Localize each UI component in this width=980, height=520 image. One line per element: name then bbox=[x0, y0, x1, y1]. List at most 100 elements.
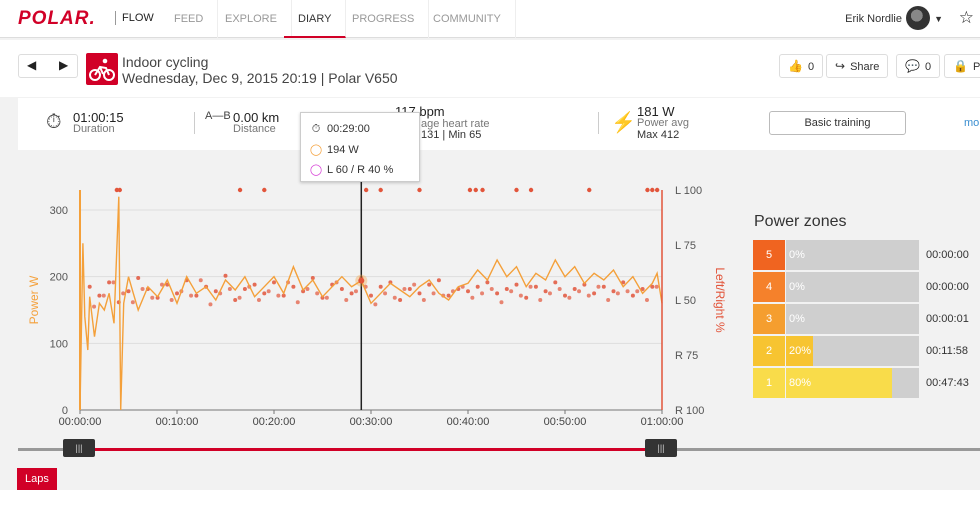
distance-icon: A—B bbox=[205, 110, 231, 122]
x-tick-label: 01:00:00 bbox=[641, 416, 684, 428]
balance-point bbox=[475, 284, 480, 289]
user-name[interactable]: Erik Nordlie bbox=[845, 13, 902, 25]
nav-feed[interactable]: FEED bbox=[160, 0, 219, 38]
timeline-slider[interactable]: ||| ||| bbox=[18, 439, 980, 457]
balance-point bbox=[301, 289, 306, 294]
balance-point bbox=[281, 293, 286, 298]
balance-point bbox=[378, 284, 383, 289]
balance-point bbox=[630, 293, 635, 298]
balance-point bbox=[276, 293, 281, 298]
laps-tab[interactable]: Laps bbox=[17, 468, 57, 490]
y-right-tick-label: L 100 bbox=[675, 185, 702, 197]
chevron-down-icon[interactable]: ▼ bbox=[934, 14, 943, 24]
balance-point bbox=[596, 284, 601, 289]
zone-bar bbox=[786, 368, 919, 398]
balance-point bbox=[528, 284, 533, 289]
balance-point bbox=[407, 287, 412, 291]
balance-point bbox=[107, 280, 112, 285]
balance-point bbox=[101, 293, 106, 298]
summary-stats: ⏱ 01:00:15 Duration A—B 0.00 km Distance… bbox=[18, 98, 980, 150]
zone-time: 00:00:00 bbox=[926, 249, 969, 261]
nav-diary[interactable]: DIARY bbox=[284, 0, 347, 38]
zone-number: 5 bbox=[753, 240, 785, 270]
zone-percent: 0% bbox=[789, 313, 805, 325]
y-right-tick-label: R 100 bbox=[675, 405, 704, 417]
share-button[interactable]: ↪ Share bbox=[826, 54, 889, 78]
session-pager: ◀ ▶ bbox=[18, 54, 78, 78]
heart-rate-minmax: 131 | Min 65 bbox=[421, 129, 482, 141]
balance-outlier bbox=[378, 187, 383, 193]
power-zone-row: 1 80% 00:47:43 bbox=[753, 368, 980, 398]
tooltip-balance: L 60 / R 40 % bbox=[327, 164, 394, 176]
balance-point bbox=[499, 300, 504, 305]
balance-point bbox=[606, 298, 611, 302]
zone-percent: 0% bbox=[789, 281, 805, 293]
balance-dot-icon: ◯ bbox=[309, 164, 323, 176]
balance-point bbox=[567, 295, 572, 300]
cycling-icon bbox=[86, 53, 118, 85]
balance-point bbox=[189, 293, 194, 298]
balance-point bbox=[485, 280, 490, 285]
balance-point bbox=[121, 291, 126, 296]
balance-outlier bbox=[480, 187, 485, 193]
balance-point bbox=[470, 295, 475, 300]
balance-point bbox=[208, 302, 213, 307]
privacy-button[interactable]: 🔒Pr bbox=[944, 54, 980, 78]
zone-percent: 20% bbox=[789, 345, 812, 357]
balance-point bbox=[150, 295, 155, 300]
balance-point bbox=[266, 289, 271, 294]
x-tick-label: 00:30:00 bbox=[350, 416, 393, 428]
cursor-point bbox=[358, 277, 365, 284]
balance-outlier bbox=[528, 187, 534, 193]
stat-divider bbox=[598, 112, 599, 134]
zone-number: 4 bbox=[753, 272, 785, 302]
balance-point bbox=[538, 298, 543, 302]
star-icon[interactable]: ☆ bbox=[958, 8, 974, 27]
flow-label: FLOW bbox=[115, 11, 154, 25]
balance-point bbox=[155, 295, 160, 300]
power-chart[interactable]: 0 100 200 300 L 100 L 75 L 50 R 75 R 100 00:00:… bbox=[0, 150, 740, 435]
slider-start-handle[interactable]: ||| bbox=[63, 439, 95, 457]
balance-point bbox=[310, 276, 315, 280]
zone-bar-fill bbox=[786, 368, 893, 398]
balance-point bbox=[159, 282, 164, 287]
nav-community[interactable]: COMMUNITY bbox=[419, 0, 516, 38]
balance-point bbox=[625, 289, 630, 294]
balance-point bbox=[518, 293, 523, 298]
stopwatch-icon: ⏱ bbox=[311, 123, 321, 135]
balance-point bbox=[402, 287, 407, 291]
user-avatar[interactable] bbox=[906, 6, 930, 30]
power-series-line bbox=[79, 196, 663, 411]
comment-button[interactable]: 💬 0 bbox=[896, 54, 941, 78]
y-tick-label: 0 bbox=[62, 405, 68, 417]
polar-logo[interactable]: POLAR. bbox=[18, 8, 96, 29]
balance-point bbox=[577, 289, 582, 294]
balance-point bbox=[563, 293, 567, 298]
balance-point bbox=[436, 278, 441, 283]
balance-point bbox=[547, 291, 552, 296]
balance-point bbox=[136, 276, 141, 280]
zone-time: 00:47:43 bbox=[926, 377, 969, 389]
next-arrow-icon[interactable]: ▶ bbox=[59, 58, 69, 72]
power-zone-row: 4 0% 00:00:00 bbox=[753, 272, 980, 302]
like-button[interactable]: 👍 0 bbox=[779, 54, 824, 78]
zone-bar-fill bbox=[786, 336, 813, 366]
zone-number: 1 bbox=[753, 368, 785, 398]
x-tick-label: 00:10:00 bbox=[156, 416, 199, 428]
zone-bar bbox=[786, 304, 919, 334]
balance-outlier bbox=[473, 187, 478, 193]
more-link[interactable]: mo bbox=[964, 117, 980, 129]
previous-arrow-icon[interactable]: ◀ bbox=[27, 58, 37, 72]
balance-point bbox=[87, 284, 92, 289]
nav-explore[interactable]: EXPLORE bbox=[211, 0, 292, 38]
power-zone-row: 5 0% 00:00:00 bbox=[753, 240, 980, 270]
slider-end-handle[interactable]: ||| bbox=[645, 439, 677, 457]
tooltip-time: 00:29:00 bbox=[327, 123, 370, 135]
power-value: 181 W bbox=[637, 104, 675, 119]
y-tick-label: 100 bbox=[50, 338, 68, 350]
zone-bar bbox=[786, 336, 919, 366]
power-dot-icon: ◯ bbox=[309, 144, 323, 156]
lock-icon: 🔒 bbox=[953, 59, 968, 73]
basic-training-button[interactable]: Basic training bbox=[769, 111, 906, 135]
nav-progress[interactable]: PROGRESS bbox=[338, 0, 430, 38]
